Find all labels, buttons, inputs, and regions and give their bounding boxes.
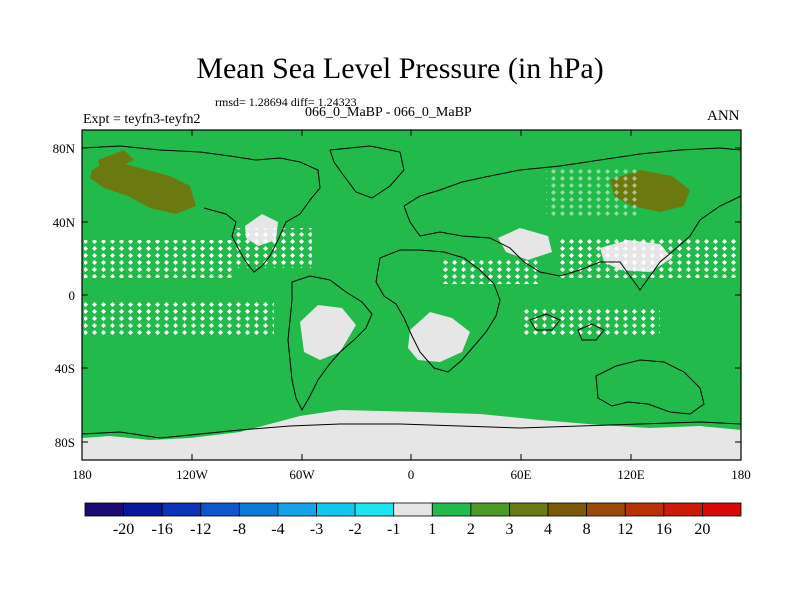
coastlines	[81, 145, 742, 439]
colorbar-swatch	[663, 502, 703, 517]
season-label: ANN	[707, 108, 740, 124]
colorbar-swatch	[431, 502, 472, 517]
lon-tick-label: 180	[72, 467, 92, 482]
latitude-axis: 80N 40N 0 40S 80S	[53, 141, 741, 450]
colorbar-label: -20	[113, 521, 134, 538]
lat-tick-label: 0	[69, 288, 76, 303]
colorbar-swatch	[200, 502, 240, 517]
colorbar-label: 3	[505, 521, 513, 538]
colorbar-label: 2	[467, 521, 475, 538]
colorbar-label: -16	[152, 521, 173, 538]
asia-south-coast	[403, 195, 742, 291]
colorbar-swatch	[123, 502, 163, 517]
north-pacific-patch	[90, 160, 196, 214]
north-hatch-band-2	[232, 228, 312, 268]
colorbar-label: 16	[656, 521, 672, 538]
colorbar-swatch	[470, 502, 510, 517]
lat-tick-label: 40S	[55, 361, 75, 376]
colorbar-label: 12	[617, 521, 633, 538]
experiment-label: Expt = teyfn3-teyfn2	[83, 112, 201, 127]
middle-east-region	[498, 228, 552, 260]
lon-tick-label: 180	[731, 467, 751, 482]
colorbar-label: -2	[348, 521, 361, 538]
colorbar: -20 -16 -12 -8 -4 -3 -2 -1 1 2 3 4 8 12 16 20	[84, 502, 742, 538]
south-america-coast	[287, 275, 373, 412]
north-atlantic-patch	[98, 150, 134, 168]
south-hatch-band-1	[84, 300, 274, 336]
colorbar-label: 4	[544, 521, 552, 538]
eurasia-coast	[403, 147, 742, 207]
lon-tick-label: 60E	[511, 467, 532, 482]
colorbar-label: -3	[310, 521, 323, 538]
north-hatch-band-3	[560, 238, 740, 278]
colorbar-swatch	[702, 502, 742, 517]
lon-tick-label: 0	[408, 467, 415, 482]
longitude-axis: 180 120W 60W 0 60E 120E 180	[72, 130, 751, 482]
south-america-region	[300, 305, 356, 360]
antarctica-coast	[81, 421, 742, 439]
lon-tick-label: 120E	[617, 467, 645, 482]
colorbar-swatch	[624, 502, 665, 517]
antarctica-region	[82, 410, 741, 460]
colorbar-label: -4	[271, 521, 284, 538]
colorbar-label: -1	[387, 521, 400, 538]
colorbar-label: 8	[583, 521, 591, 538]
lat-tick-label: 40N	[53, 215, 76, 230]
chart-title: Mean Sea Level Pressure (in hPa)	[196, 52, 604, 85]
positive-hatch	[546, 168, 638, 216]
lat-tick-label: 80N	[53, 141, 76, 156]
colorbar-swatch	[393, 502, 433, 517]
colorbar-label: -12	[190, 521, 211, 538]
colorbar-swatch	[238, 502, 279, 517]
south-hatch-band-2	[520, 308, 660, 336]
colorbar-swatch	[354, 502, 395, 517]
colorbar-label: -8	[233, 521, 246, 538]
colorbar-swatch	[547, 502, 588, 517]
islands-coast	[529, 313, 605, 341]
colorbar-swatch	[277, 502, 317, 517]
colorbar-label: 1	[428, 521, 436, 538]
north-hatch-band-1	[84, 240, 234, 278]
colorbar-swatch	[509, 502, 549, 517]
colorbar-swatch	[161, 502, 202, 517]
colorbar-swatch	[586, 502, 626, 517]
greenland-coast	[329, 145, 405, 199]
colorbar-swatch	[316, 502, 356, 517]
africa-coast	[375, 249, 501, 373]
lon-tick-label: 120W	[176, 467, 209, 482]
north-america-coast	[81, 145, 321, 273]
lon-tick-label: 60W	[289, 467, 315, 482]
colorbar-label: 20	[694, 521, 710, 538]
stats-text: rmsd= 1.28694 diff= 1.24323	[215, 95, 357, 109]
subtitle: 066_0_MaBP - 066_0_MaBP	[305, 105, 472, 120]
africa-region	[408, 312, 470, 362]
positive-hatch-siberia	[546, 168, 638, 216]
colorbar-swatch	[84, 502, 124, 517]
lat-tick-label: 80S	[55, 435, 75, 450]
australia-coast	[595, 359, 705, 415]
